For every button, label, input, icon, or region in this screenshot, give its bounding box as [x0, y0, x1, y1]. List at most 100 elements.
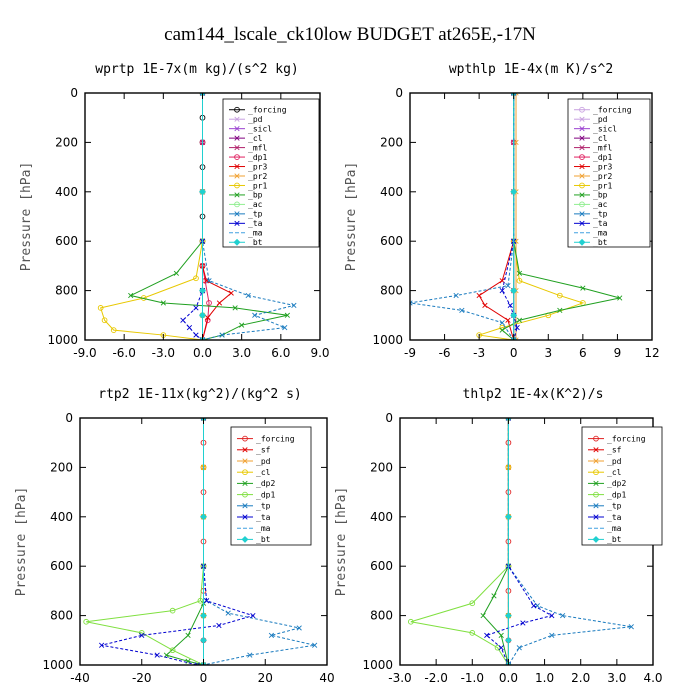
x-tick-label: 6	[579, 346, 587, 360]
legend-box	[567, 98, 651, 248]
legend-label: _dp1	[248, 153, 267, 162]
data-point-tp	[628, 624, 634, 630]
data-point-bt	[505, 636, 512, 644]
data-point-bt	[199, 311, 206, 319]
legend-label: _tp	[593, 210, 608, 219]
y-tick-label: 400	[55, 185, 78, 199]
legend-marker-bp	[234, 192, 240, 198]
legend-marker-ac	[234, 201, 240, 208]
legend-marker-pd	[242, 458, 248, 464]
legend-label: _forcing	[256, 434, 295, 443]
legend-marker-pr2	[579, 173, 585, 179]
data-point-dp1	[469, 600, 476, 607]
x-tick-label: 40	[319, 671, 334, 685]
legend-box	[581, 426, 663, 546]
legend-box	[230, 426, 312, 546]
x-tick-label: -3.0	[152, 346, 175, 360]
legend-label: _pr3	[248, 162, 267, 171]
data-point-tp	[505, 283, 511, 289]
x-tick-label: 4.0	[643, 671, 662, 685]
legend-label: _bt	[256, 535, 271, 544]
data-point-bt	[510, 188, 518, 196]
data-point-bp	[617, 295, 623, 301]
x-tick-label: -1.0	[461, 671, 484, 685]
legend-marker-tp	[593, 503, 599, 509]
data-point-ta	[531, 603, 537, 609]
data-point-pr1	[97, 305, 104, 311]
x-tick-label: 20	[258, 671, 273, 685]
series-layer	[407, 418, 634, 665]
legend-marker-cl	[242, 469, 248, 476]
panel-title: wpthlp 1E-4x(m K)/s^2	[449, 62, 613, 77]
legend-label: _cl	[248, 134, 263, 143]
data-point-bt	[510, 311, 518, 319]
data-point-pr3	[228, 290, 234, 296]
data-point-dp2	[185, 632, 191, 638]
data-point-bp	[232, 305, 238, 311]
legend-marker-pr2	[234, 173, 240, 179]
legend-marker-pd	[593, 458, 599, 464]
data-point-bt	[505, 612, 512, 620]
legend-marker-pd	[579, 116, 585, 122]
legend-label: _cl	[593, 134, 608, 143]
legend-label: _ma	[607, 524, 622, 533]
legend-label: _bt	[607, 535, 622, 544]
data-point-pr1	[193, 275, 199, 282]
y-tick-label: 200	[50, 460, 73, 474]
legend-label: _dp2	[607, 479, 626, 488]
legend-label: _cl	[607, 468, 622, 477]
legend-label: _pd	[248, 115, 263, 124]
x-tick-label: 0.0	[499, 671, 518, 685]
panels-layer: wprtp 1E-7x(m kg)/(s^2 kg) Pressure [hPa]…	[14, 62, 663, 685]
legend-marker-pr1	[234, 182, 240, 189]
series-layer	[410, 93, 623, 340]
legend-label: _dp1	[256, 490, 275, 499]
legend-marker-sf	[242, 447, 248, 453]
legend-marker-tp	[579, 211, 585, 217]
y-tick-label: 600	[50, 559, 73, 573]
data-point-dp2	[491, 593, 497, 599]
data-point-ta	[139, 632, 145, 638]
data-point-pr3	[482, 302, 488, 309]
legend-label: _sicl	[248, 124, 272, 133]
x-tick-label: 6.0	[271, 346, 290, 360]
series-line-pr1	[100, 93, 203, 340]
data-point-ta	[250, 612, 256, 619]
legend-label: _pd	[607, 457, 622, 466]
data-point-ta	[507, 302, 513, 309]
x-tick-label: -9	[404, 346, 416, 360]
data-point-ta	[194, 662, 200, 665]
y-axis-label: Pressure [hPa]	[344, 162, 359, 272]
series-line-tp	[410, 93, 515, 340]
data-point-tp	[245, 292, 251, 299]
y-tick-label: 0	[395, 86, 403, 100]
y-tick-label: 800	[50, 609, 73, 623]
legend-label: _dp1	[593, 153, 612, 162]
data-point-dp2	[498, 632, 504, 638]
y-tick-label: 200	[55, 135, 78, 149]
data-point-pr3	[205, 315, 211, 321]
legend-label: _ma	[593, 229, 608, 238]
series-line-ta	[101, 418, 255, 665]
data-point-tp	[268, 632, 275, 638]
data-point-bp	[516, 270, 523, 276]
data-point-dp1	[83, 618, 90, 625]
legend: _forcing _sf _pd _cl _dp2 _dp1 _tp _ta _ma _bt	[581, 426, 663, 546]
data-point-bt	[200, 513, 207, 521]
legend-label: _ta	[248, 219, 263, 228]
legend-marker-ta	[579, 220, 585, 226]
legend-label: _dp2	[256, 479, 275, 488]
data-point-bt	[200, 612, 207, 620]
data-point-ta	[154, 652, 160, 658]
data-point-tp	[499, 320, 505, 326]
y-axis-label: Pressure [hPa]	[19, 162, 34, 272]
y-tick-label: 0	[65, 411, 73, 425]
data-point-ta	[193, 305, 199, 311]
data-point-pr1	[110, 327, 117, 333]
y-tick-label: 200	[370, 460, 393, 474]
data-point-tp	[291, 302, 297, 309]
series-line-pr1	[478, 93, 585, 340]
series-line-dp1	[202, 93, 210, 340]
x-tick-label: 9	[614, 346, 622, 360]
data-point-ta	[484, 632, 490, 638]
